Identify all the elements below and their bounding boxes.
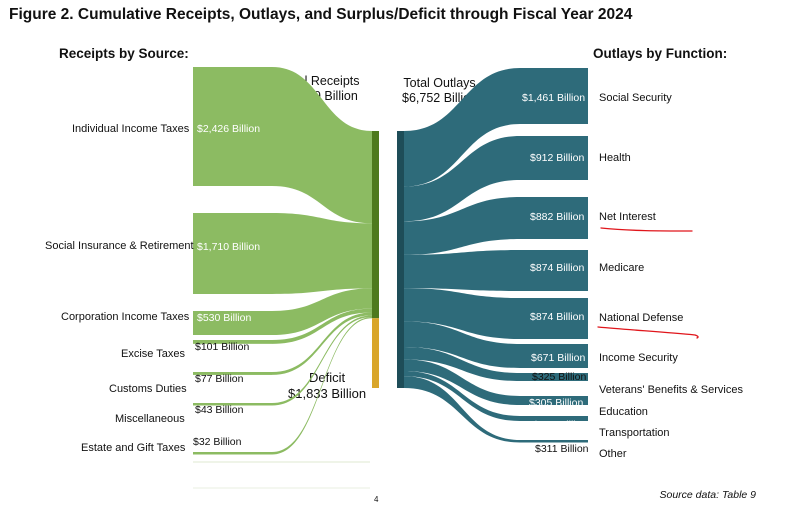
receipt-flow-band: [272, 67, 372, 224]
outlay-flow-band: [404, 68, 520, 187]
outlay-flow-band: [404, 370, 520, 421]
deficit-title: Deficit: [308, 370, 346, 385]
receipt-value-label: $530 Billion: [197, 312, 252, 324]
receipt-value-label: $77 Billion: [195, 373, 244, 385]
outlay-flow-band: [520, 440, 588, 443]
outlays-header: Outlays by Function:: [593, 46, 728, 61]
outlay-category-label: Health: [599, 152, 631, 164]
outlay-category-label: Transportation: [599, 427, 670, 439]
outlay-flow-band: [520, 344, 588, 368]
figure-title: Figure 2. Cumulative Receipts, Outlays, …: [9, 6, 633, 23]
outlay-flow-band: [520, 373, 588, 381]
receipt-flow-band: [272, 312, 372, 375]
receipt-category-label: Social Insurance & Retirement: [45, 240, 194, 252]
outlay-value-label: $305 Billion: [529, 397, 584, 409]
outlay-flow-band: [404, 321, 520, 368]
receipt-category-label: Corporation Income Taxes: [61, 311, 190, 323]
receipt-flow-band: [272, 213, 372, 294]
receipt-value-label: $1,710 Billion: [197, 241, 261, 253]
outlay-category-label: Veterans' Benefits & Services: [599, 384, 743, 396]
outlay-value-label: $137 Billion: [533, 419, 588, 431]
receipt-flow-band: [272, 315, 372, 406]
receipt-category-label: Customs Duties: [109, 383, 187, 395]
receipt-value-label: $101 Billion: [195, 341, 250, 353]
receipt-value-label: $2,426 Billion: [197, 123, 261, 135]
outlay-flow-band: [520, 250, 588, 291]
receipt-category-label: Individual Income Taxes: [72, 123, 190, 135]
receipt-value-label: $43 Billion: [195, 404, 244, 416]
outlay-value-label: $874 Billion: [530, 262, 585, 274]
deficit-bar: [372, 318, 379, 388]
outlay-value-label: $912 Billion: [530, 152, 585, 164]
outlay-category-label: National Defense: [599, 312, 684, 324]
total-receipts-bar: [372, 131, 379, 319]
outlay-value-label: $671 Billion: [531, 352, 586, 364]
outlay-flow-band: [520, 396, 588, 405]
outlay-category-label: Net Interest: [599, 211, 656, 223]
outlay-flow-band: [404, 250, 520, 291]
outlay-value-label: $882 Billion: [530, 211, 585, 223]
outlay-flow-band: [520, 298, 588, 339]
total-outlays-bar: [397, 131, 404, 388]
receipt-category-label: Estate and Gift Taxes: [81, 442, 186, 454]
outlay-flow-band: [404, 346, 520, 381]
outlay-flow-band: [520, 68, 588, 124]
receipt-category-label: Excise Taxes: [121, 348, 185, 360]
receipt-flow-band: [193, 213, 272, 294]
total-outlays-title: Total Outlays: [403, 76, 476, 90]
total-outlays-value: $6,752 Billion: [402, 91, 478, 105]
deficit-value: $1,833 Billion: [288, 386, 367, 401]
receipt-category-label: Miscellaneous: [115, 413, 185, 425]
receipt-flow-band: [193, 340, 272, 344]
outlay-flow-band: [404, 376, 520, 443]
receipt-flow-band: [272, 317, 372, 455]
outlay-flow-band: [404, 197, 520, 255]
outlay-value-label: $874 Billion: [530, 311, 585, 323]
outlay-value-label: $311 Billion: [535, 443, 589, 455]
outlay-flow-band: [520, 197, 588, 239]
receipt-flow-band: [193, 452, 272, 455]
receipt-flow-band: [193, 311, 272, 335]
receipt-flow-band: [272, 288, 372, 335]
outlay-category-label: Medicare: [599, 262, 645, 274]
outlay-flow-band: [404, 136, 520, 222]
outlay-flow-band: [520, 136, 588, 180]
net-interest-underline: [600, 227, 693, 232]
receipt-flow-band: [193, 403, 272, 406]
receipt-value-label: $32 Billion: [193, 436, 242, 448]
receipts-header: Receipts by Source:: [59, 46, 189, 61]
outlay-flow-band: [520, 416, 588, 421]
outlay-value-label: $325 Billion: [532, 371, 587, 383]
outlay-value-label: $1,461 Billion: [522, 92, 586, 104]
outlay-flow-band: [404, 288, 520, 339]
outlay-flow-band: [404, 359, 520, 405]
source-note: Source data: Table 9: [659, 489, 756, 501]
deficit-label: Deficit $1,833 Billion: [288, 370, 366, 402]
page-number: 4: [374, 495, 379, 504]
outlay-category-label: Other: [599, 448, 627, 460]
national-defense-underline: [597, 326, 699, 339]
receipt-flow-band: [193, 372, 272, 375]
total-outlays-label: Total Outlays $6,752 Billion: [402, 76, 477, 106]
outlay-category-label: Income Security: [599, 352, 678, 364]
receipt-flow-band: [193, 67, 272, 186]
receipt-flow-band: [272, 308, 372, 344]
outlay-category-label: Social Security: [599, 92, 672, 104]
outlay-category-label: Education: [599, 406, 648, 418]
